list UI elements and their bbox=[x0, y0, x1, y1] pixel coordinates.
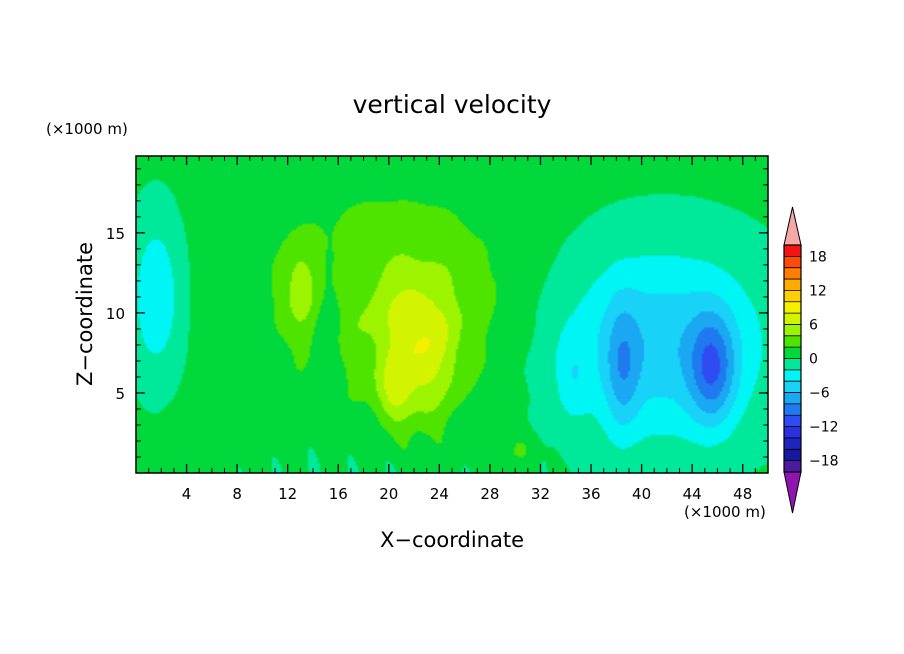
x-tick-label: 36 bbox=[581, 485, 600, 503]
x-tick-label: 28 bbox=[480, 485, 499, 503]
y-tick-label: 15 bbox=[106, 225, 125, 243]
x-tick-label: 4 bbox=[182, 485, 192, 503]
x-tick-label: 8 bbox=[232, 485, 242, 503]
colorbar-swatch bbox=[784, 426, 801, 439]
colorbar-swatch bbox=[784, 369, 801, 382]
colorbar-swatch bbox=[784, 267, 801, 280]
x-axis: 4 8 12 16 20 24 28 32 36 40 44 48 bbox=[148, 156, 756, 503]
colorbar-tick-label: −18 bbox=[809, 454, 839, 470]
colorbar-swatch bbox=[784, 381, 801, 393]
colorbar-swatch bbox=[784, 313, 801, 325]
colorbar-swatch bbox=[784, 358, 801, 371]
x-tick-label: 16 bbox=[329, 485, 348, 503]
velocity-field bbox=[136, 156, 768, 473]
x-tick-label: 48 bbox=[733, 485, 752, 503]
x-tick-label: 20 bbox=[379, 485, 398, 503]
colorbar-swatch bbox=[784, 335, 801, 348]
colorbar-swatch bbox=[784, 449, 801, 462]
x-tick-label: 44 bbox=[683, 485, 702, 503]
colorbar-tick-label: −6 bbox=[809, 386, 830, 402]
y-unit-label: (×1000 m) bbox=[46, 120, 128, 138]
colorbar-swatch bbox=[784, 415, 801, 427]
colorbar-swatch bbox=[784, 347, 801, 359]
colorbar-frame bbox=[783, 244, 802, 473]
x-tick-label: 32 bbox=[531, 485, 550, 503]
colorbar-swatch bbox=[784, 403, 801, 416]
colorbar-tick-label: 6 bbox=[809, 317, 818, 333]
x-axis-title: X−coordinate bbox=[380, 528, 524, 552]
colorbar-swatch bbox=[784, 392, 801, 405]
colorbar-under-triangle bbox=[783, 471, 802, 514]
y-tick-label: 5 bbox=[115, 385, 125, 403]
x-tick-label: 12 bbox=[278, 485, 297, 503]
colorbar-tick-label: 0 bbox=[809, 352, 818, 368]
colorbar-swatch bbox=[784, 437, 801, 450]
plot-area bbox=[135, 155, 769, 474]
colorbar-swatch bbox=[784, 245, 801, 257]
colorbar-tick-label: 12 bbox=[809, 283, 827, 299]
colorbar-swatch bbox=[784, 301, 801, 314]
colorbar-swatch bbox=[784, 324, 801, 337]
x-tick-label: 40 bbox=[632, 485, 651, 503]
x-tick-label: 24 bbox=[430, 485, 449, 503]
colorbar: −18 −12 −6 0 6 12 18 bbox=[783, 206, 839, 514]
colorbar-swatch bbox=[784, 256, 801, 269]
colorbar-over-triangle bbox=[783, 206, 802, 246]
colorbar-swatch bbox=[784, 279, 801, 291]
x-unit-label: (×1000 m) bbox=[684, 503, 766, 521]
y-axis-title: Z−coordinate bbox=[73, 242, 97, 386]
colorbar-swatch bbox=[784, 460, 801, 473]
colorbar-tick-label: −12 bbox=[809, 420, 839, 436]
y-tick-label: 10 bbox=[106, 305, 125, 323]
y-axis: 5 10 15 bbox=[106, 168, 768, 458]
chart-title: vertical velocity bbox=[353, 90, 552, 119]
colorbar-tick-label: 18 bbox=[809, 249, 827, 265]
colorbar-swatch bbox=[784, 290, 801, 303]
